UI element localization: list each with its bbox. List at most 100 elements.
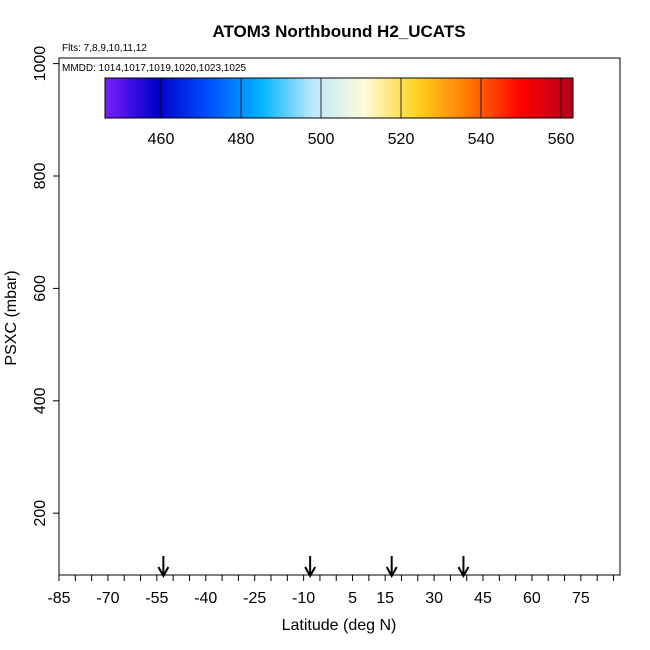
colorbar-segment — [526, 78, 531, 118]
colorbar-segment — [144, 78, 149, 118]
colorbar-segment — [331, 78, 336, 118]
colorbar-segment — [381, 78, 387, 118]
colorbar-segment — [245, 78, 250, 118]
colorbar-segment — [159, 78, 164, 118]
colorbar-segment — [522, 78, 527, 118]
colorbar-segment — [268, 78, 274, 118]
x-tick-label: 5 — [348, 590, 357, 607]
colorbar-segment — [241, 78, 246, 118]
colorbar-segment — [249, 78, 254, 118]
colorbar-segment — [198, 78, 203, 118]
colorbar-tick-label: 500 — [308, 131, 335, 148]
colorbar-segment — [280, 78, 285, 118]
colorbar-segment — [432, 78, 437, 118]
y-axis: 200 400 600 800 1000 — [32, 46, 59, 527]
colorbar-segment — [471, 78, 476, 118]
x-tick-label: 45 — [474, 590, 492, 607]
colorbar-segment — [253, 78, 258, 118]
x-tick-label: -25 — [243, 590, 266, 607]
colorbar-segment — [378, 78, 383, 118]
y-tick-label: 200 — [32, 500, 49, 527]
colorbar-segment — [175, 78, 180, 118]
colorbar-segment — [311, 78, 317, 118]
colorbar-segment — [463, 78, 469, 118]
colorbar-segment — [190, 78, 196, 118]
colorbar-segment — [276, 78, 281, 118]
colorbar-segment — [167, 78, 172, 118]
chart-title: ATOM3 Northbound H2_UCATS — [212, 22, 465, 41]
colorbar-segment — [225, 78, 231, 118]
colorbar-segment — [401, 78, 406, 118]
colorbar-segment — [233, 78, 239, 118]
colorbar-segment — [300, 78, 305, 118]
colorbar-segment — [366, 78, 371, 118]
flights-subtitle: Flts: 7,8,9,10,11,12 — [62, 43, 147, 54]
colorbar-segment — [120, 78, 125, 118]
colorbar-segment — [389, 78, 395, 118]
colorbar-segment — [140, 78, 145, 118]
arrow-marker — [157, 556, 170, 579]
colorbar-segment — [420, 78, 426, 118]
colorbar-segment — [487, 78, 492, 118]
colorbar-segment — [569, 78, 574, 118]
colorbar-segment — [112, 78, 118, 118]
colorbar-segment — [374, 78, 379, 118]
colorbar-segment — [491, 78, 496, 118]
colorbar-segment — [214, 78, 219, 118]
x-tick-label: -10 — [292, 590, 315, 607]
colorbar-segment — [342, 78, 348, 118]
colorbar-segment — [151, 78, 157, 118]
x-axis-label: Latitude (deg N) — [282, 617, 397, 634]
colorbar-segment — [413, 78, 418, 118]
colorbar-segment — [444, 78, 449, 118]
colorbar-segment — [409, 78, 414, 118]
colorbar-segment — [186, 78, 192, 118]
colorbar-segment — [483, 78, 488, 118]
colorbar-segment — [495, 78, 500, 118]
x-tick-label: 75 — [572, 590, 590, 607]
colorbar-segment — [194, 78, 200, 118]
plot-frame — [58, 57, 621, 576]
colorbar-segment — [530, 78, 535, 118]
y-tick-label: 1000 — [32, 46, 49, 82]
colorbar-segment — [537, 78, 543, 118]
colorbar-segment — [362, 78, 367, 118]
colorbar-segment — [132, 78, 137, 118]
y-axis-label: PSXC (mbar) — [3, 270, 20, 365]
x-tick-label: -40 — [194, 590, 217, 607]
colorbar-segment — [163, 78, 168, 118]
colorbar-segment — [264, 78, 270, 118]
colorbar-segment — [339, 78, 344, 118]
colorbar-segment — [459, 78, 465, 118]
colorbar-segment — [549, 78, 554, 118]
colorbar-segment — [155, 78, 161, 118]
colorbar-segment — [124, 78, 129, 118]
colorbar-segment — [257, 78, 262, 118]
colorbar-segment — [565, 78, 570, 118]
colorbar-segment — [136, 78, 141, 118]
colorbar-segment — [105, 78, 110, 118]
colorbar-segment — [428, 78, 434, 118]
colorbar-segment — [229, 78, 235, 118]
colorbar-tick-label: 480 — [228, 131, 255, 148]
colorbar-segment — [518, 78, 523, 118]
colorbar-segment — [424, 78, 430, 118]
colorbar-segment — [202, 78, 207, 118]
colorbar-segment — [358, 78, 363, 118]
x-tick-label: 30 — [425, 590, 443, 607]
colorbar-segment — [261, 78, 266, 118]
colorbar-segment — [506, 78, 512, 118]
colorbar-segment — [315, 78, 320, 118]
colorbar-segment — [272, 78, 278, 118]
colorbar-segment — [303, 78, 309, 118]
x-tick-label: 15 — [376, 590, 394, 607]
colorbar-segment — [179, 78, 184, 118]
colorbar-tick-label: 460 — [148, 131, 175, 148]
colorbar-segment — [108, 78, 114, 118]
colorbar-segment — [218, 78, 223, 118]
colorbar-segment — [183, 78, 188, 118]
colorbar-segment — [561, 78, 566, 118]
colorbar-segment — [116, 78, 122, 118]
colorbar-segment — [307, 78, 313, 118]
